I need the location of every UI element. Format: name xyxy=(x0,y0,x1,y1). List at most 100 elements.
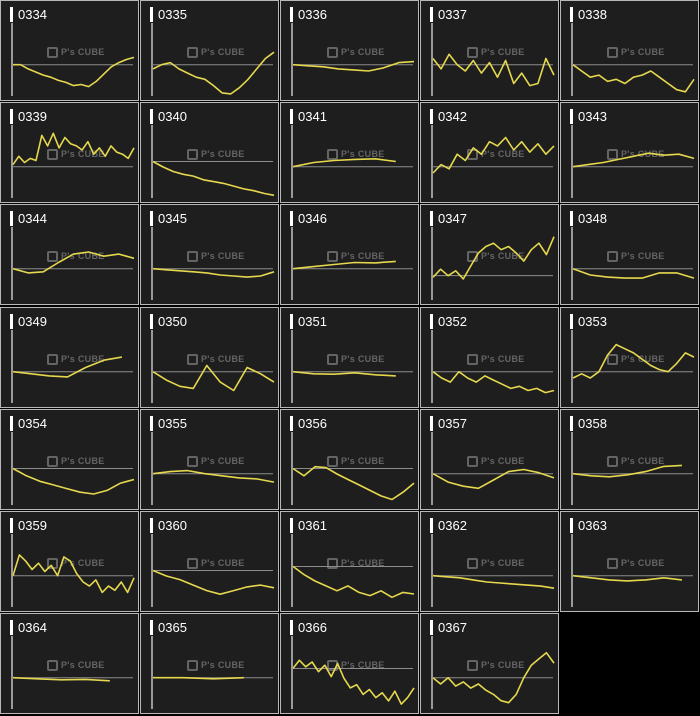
chart-panel: 0352 P's CUBE xyxy=(420,307,559,408)
watermark-logo: P's CUBE xyxy=(47,47,105,58)
line-chart xyxy=(11,23,135,96)
line-chart xyxy=(431,330,555,403)
series-line xyxy=(12,554,135,594)
series-line xyxy=(432,136,555,174)
series-line xyxy=(12,676,110,682)
chart-title: 0353 xyxy=(570,314,607,329)
line-chart xyxy=(571,534,693,607)
empty-panel xyxy=(560,613,699,714)
series-line xyxy=(152,569,275,595)
series-line xyxy=(152,160,275,197)
watermark-logo: P's CUBE xyxy=(187,354,245,365)
chart-title: 0336 xyxy=(290,7,327,22)
watermark-logo: P's CUBE xyxy=(187,558,245,569)
chart-title: 0340 xyxy=(150,109,187,124)
chart-panel: 0346 P's CUBE xyxy=(280,204,419,305)
watermark-logo: P's CUBE xyxy=(47,149,105,160)
chart-title: 0347 xyxy=(430,211,467,226)
chart-title: 0359 xyxy=(10,518,47,533)
chart-title: 0360 xyxy=(150,518,187,533)
line-chart xyxy=(11,227,135,300)
line-chart xyxy=(571,125,695,198)
watermark-logo: P's CUBE xyxy=(47,558,105,569)
chart-title: 0367 xyxy=(430,620,467,635)
chart-title: 0358 xyxy=(570,416,607,431)
watermark-logo: P's CUBE xyxy=(467,456,525,467)
chart-panel: 0347 P's CUBE xyxy=(420,204,559,305)
watermark-logo: P's CUBE xyxy=(327,354,385,365)
line-chart xyxy=(291,125,413,198)
watermark-logo: P's CUBE xyxy=(327,558,385,569)
series-line xyxy=(572,574,682,582)
line-chart xyxy=(11,534,135,607)
series-line xyxy=(292,157,396,168)
chart-title: 0357 xyxy=(430,416,467,431)
watermark-logo: P's CUBE xyxy=(187,47,245,58)
watermark-logo: P's CUBE xyxy=(327,47,385,58)
chart-panel: 0360 P's CUBE xyxy=(140,511,279,612)
chart-title: 0352 xyxy=(430,314,467,329)
watermark-logo: P's CUBE xyxy=(327,660,385,671)
chart-title: 0356 xyxy=(290,416,327,431)
line-chart xyxy=(431,125,555,198)
watermark-logo: P's CUBE xyxy=(47,354,105,365)
chart-title: 0361 xyxy=(290,518,327,533)
line-chart xyxy=(151,227,275,300)
line-chart xyxy=(151,432,275,505)
chart-title: 0341 xyxy=(290,109,327,124)
chart-panel: 0356 P's CUBE xyxy=(280,409,419,510)
chart-panel: 0338 P's CUBE xyxy=(560,0,699,101)
series-line xyxy=(292,370,396,377)
watermark-logo: P's CUBE xyxy=(607,251,665,262)
line-chart xyxy=(571,432,693,505)
chart-panel: 0335 P's CUBE xyxy=(140,0,279,101)
line-chart xyxy=(291,227,413,300)
chart-title: 0355 xyxy=(150,416,187,431)
watermark-logo: P's CUBE xyxy=(47,660,105,671)
series-line xyxy=(152,364,275,392)
line-chart xyxy=(431,227,555,300)
chart-title: 0364 xyxy=(10,620,47,635)
line-chart xyxy=(431,636,555,709)
line-chart xyxy=(151,636,273,709)
chart-panel: 0348 P's CUBE xyxy=(560,204,699,305)
line-chart xyxy=(291,432,415,505)
chart-title: 0337 xyxy=(430,7,467,22)
chart-title: 0343 xyxy=(570,109,607,124)
watermark-logo: P's CUBE xyxy=(607,558,665,569)
chart-panel: 0362 P's CUBE xyxy=(420,511,559,612)
chart-panel: 0366 P's CUBE xyxy=(280,613,419,714)
chart-panel: 0358 P's CUBE xyxy=(560,409,699,510)
chart-panel: 0364 P's CUBE xyxy=(0,613,139,714)
chart-panel: 0345 P's CUBE xyxy=(140,204,279,305)
series-line xyxy=(572,343,695,379)
series-line xyxy=(572,267,695,279)
watermark-logo: P's CUBE xyxy=(327,251,385,262)
line-chart xyxy=(291,23,415,96)
watermark-logo: P's CUBE xyxy=(467,558,525,569)
series-line xyxy=(572,64,695,93)
series-line xyxy=(13,56,135,88)
series-line xyxy=(12,251,135,274)
line-chart xyxy=(151,534,275,607)
line-chart xyxy=(291,534,415,607)
chart-panel: 0341 P's CUBE xyxy=(280,102,419,203)
chart-title: 0334 xyxy=(10,7,47,22)
line-chart xyxy=(151,125,275,198)
chart-panel: 0337 P's CUBE xyxy=(420,0,559,101)
watermark-logo: P's CUBE xyxy=(187,456,245,467)
chart-title: 0365 xyxy=(150,620,187,635)
chart-panel: 0350 P's CUBE xyxy=(140,307,279,408)
chart-panel: 0359 P's CUBE xyxy=(0,511,139,612)
chart-title: 0366 xyxy=(290,620,327,635)
chart-panel: 0334 P's CUBE xyxy=(0,0,139,101)
line-chart xyxy=(431,432,555,505)
series-line xyxy=(152,267,275,278)
line-chart xyxy=(291,330,413,403)
watermark-logo: P's CUBE xyxy=(327,456,385,467)
series-line xyxy=(572,464,682,478)
line-chart xyxy=(11,636,133,709)
chart-title: 0349 xyxy=(10,314,47,329)
chart-panel: 0363 P's CUBE xyxy=(560,511,699,612)
chart-panel: 0349 P's CUBE xyxy=(0,307,139,408)
